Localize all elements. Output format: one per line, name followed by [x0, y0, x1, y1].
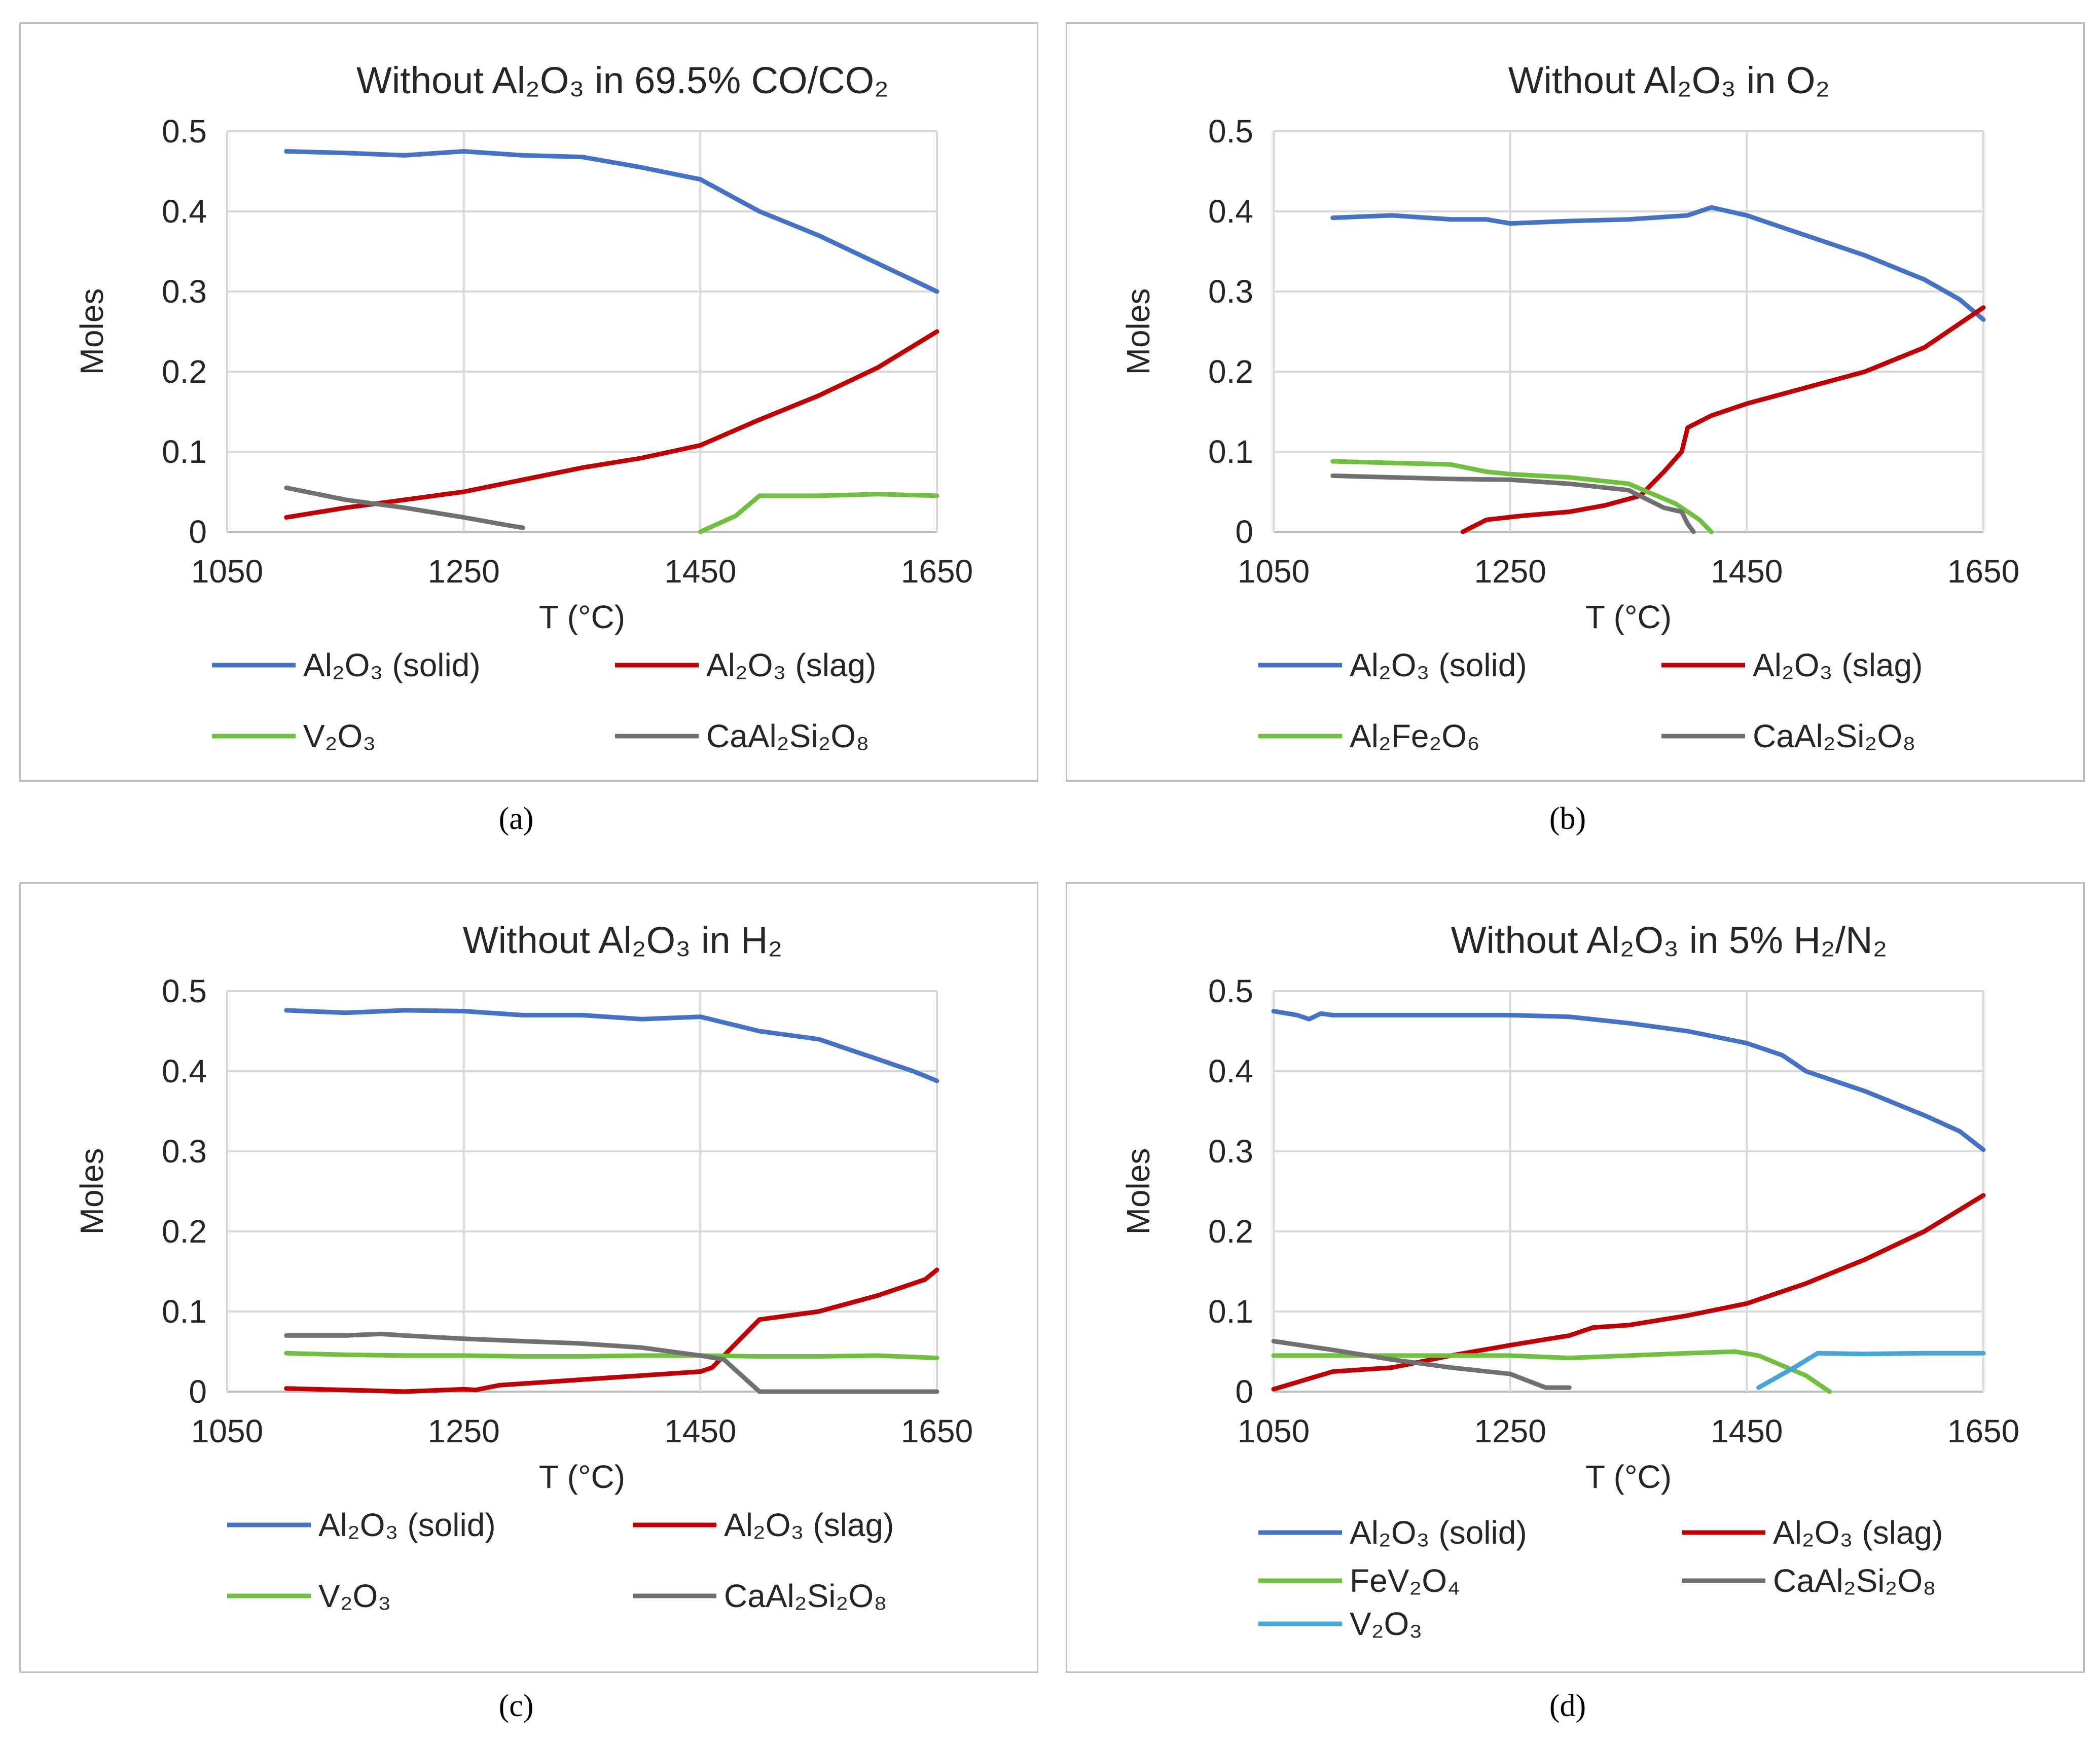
- y-tick-label: 0.1: [1208, 1293, 1253, 1330]
- series-line: [1271, 1339, 1572, 1390]
- x-tick-label: 1650: [1947, 1413, 2019, 1449]
- x-axis-label: T (°C): [1585, 599, 1672, 635]
- series-line: [1271, 1193, 1986, 1392]
- x-tick-label: 1250: [1474, 1413, 1546, 1449]
- y-tick-label: 0: [1235, 514, 1253, 550]
- panel-label-a: (a): [498, 802, 534, 836]
- legend-label: Al₂O₃ (slag): [1773, 1514, 1943, 1551]
- x-tick-label: 1050: [1238, 553, 1310, 590]
- chart-frame: [1066, 22, 2085, 782]
- y-tick-label: 0.2: [1208, 353, 1253, 390]
- series-line: [698, 492, 939, 534]
- series-line: [1271, 1009, 1986, 1152]
- series-line: [284, 1267, 939, 1394]
- legend-label: Al₂O₃ (solid): [1350, 1514, 1527, 1551]
- chart-title: Without Al₂O₃ in H₂: [463, 919, 782, 961]
- chart-frame: [19, 22, 1038, 782]
- y-tick-label: 0.5: [1208, 113, 1253, 150]
- legend-label: CaAl₂Si₂O₈: [1753, 718, 1916, 754]
- legend-label: V₂O₃: [1350, 1606, 1422, 1642]
- legend-label: Al₂Fe₂O₆: [1350, 718, 1480, 754]
- y-axis-label: Moles: [1120, 1148, 1156, 1235]
- series-line: [1330, 459, 1714, 534]
- legend-label: V₂O₃: [303, 718, 376, 754]
- y-axis-label: Moles: [1120, 288, 1156, 375]
- legend-label: Al₂O₃ (slag): [1753, 647, 1923, 683]
- y-tick-label: 0: [189, 1373, 207, 1410]
- y-axis-label: Moles: [74, 1148, 110, 1235]
- x-tick-label: 1650: [901, 1413, 973, 1449]
- series-line: [284, 1331, 939, 1394]
- panel-label-c: (c): [498, 1689, 534, 1723]
- series-line: [284, 329, 939, 520]
- legend-label: FeV₂O₄: [1350, 1562, 1460, 1599]
- y-tick-label: 0.3: [162, 1133, 207, 1170]
- chart-panel-b: Without Al₂O₃ in O₂ 0 0.1 0.2 0.3 0.4 0.5 1050 1…: [1066, 22, 2085, 782]
- series-line: [1330, 205, 1986, 322]
- x-tick-label: 1050: [191, 1413, 263, 1449]
- x-tick-label: 1250: [427, 1413, 499, 1449]
- legend-label: CaAl₂Si₂O₈: [1773, 1562, 1936, 1599]
- series-line: [284, 1351, 939, 1361]
- legend-label: Al₂O₃ (slag): [706, 647, 876, 683]
- chart-panel-c: Without Al₂O₃ in H₂ 0 0.1 0.2 0.3 0.4 0.5 1050 1…: [19, 882, 1038, 1673]
- y-tick-label: 0.5: [162, 973, 207, 1009]
- x-tick-label: 1650: [901, 553, 973, 590]
- series-line: [1460, 305, 1986, 534]
- y-axis-label: Moles: [74, 288, 110, 375]
- x-tick-label: 1450: [664, 1413, 736, 1449]
- chart-panel-a: Without Al₂O₃ in 69.5% CO/CO₂ 0 0.1 0.2 0.3 0…: [19, 22, 1038, 782]
- y-tick-label: 0.2: [162, 353, 207, 390]
- x-tick-label: 1250: [427, 553, 499, 590]
- x-tick-label: 1450: [1711, 553, 1783, 590]
- y-tick-label: 0.3: [162, 273, 207, 310]
- legend-label: CaAl₂Si₂O₈: [724, 1578, 887, 1614]
- x-tick-label: 1050: [1238, 1413, 1310, 1449]
- x-tick-label: 1050: [191, 553, 263, 590]
- series-line: [1756, 1351, 1986, 1390]
- legend-label: CaAl₂Si₂O₈: [706, 718, 870, 754]
- x-axis-label: T (°C): [539, 599, 625, 635]
- chart-title: Without Al₂O₃ in 5% H₂/N₂: [1451, 919, 1888, 961]
- series-line: [284, 1008, 939, 1083]
- legend-label: Al₂O₃ (solid): [1350, 647, 1527, 683]
- y-tick-label: 0.3: [1208, 273, 1253, 310]
- series-line: [284, 149, 939, 294]
- panel-label-b: (b): [1549, 802, 1586, 836]
- x-tick-label: 1450: [664, 553, 736, 590]
- y-tick-label: 0.1: [162, 1293, 207, 1330]
- chart-panel-d: Without Al₂O₃ in 5% H₂/N₂ 0 0.1 0.2 0.3 0.4 0.…: [1066, 882, 2085, 1673]
- series-line: [284, 485, 525, 530]
- y-tick-label: 0.2: [1208, 1213, 1253, 1250]
- y-tick-label: 0.1: [162, 433, 207, 470]
- x-tick-label: 1450: [1711, 1413, 1783, 1449]
- y-tick-label: 0.4: [162, 193, 207, 230]
- x-axis-label: T (°C): [1585, 1459, 1672, 1495]
- legend-label: Al₂O₃ (solid): [318, 1507, 496, 1543]
- y-tick-label: 0.5: [162, 113, 207, 150]
- legend-label: Al₂O₃ (slag): [724, 1507, 894, 1543]
- y-tick-label: 0.1: [1208, 433, 1253, 470]
- x-tick-label: 1650: [1947, 553, 2019, 590]
- y-tick-label: 0: [189, 514, 207, 550]
- y-tick-label: 0.4: [1208, 1053, 1253, 1089]
- chart-frame: [1066, 882, 2085, 1673]
- y-tick-label: 0.4: [162, 1053, 207, 1089]
- y-tick-label: 0.4: [1208, 193, 1253, 230]
- y-tick-label: 0.3: [1208, 1133, 1253, 1170]
- legend-label: Al₂O₃ (solid): [303, 647, 481, 683]
- chart-title: Without Al₂O₃ in 69.5% CO/CO₂: [356, 59, 889, 101]
- panel-label-d: (d): [1549, 1689, 1586, 1723]
- y-tick-label: 0.5: [1208, 973, 1253, 1009]
- y-tick-label: 0: [1235, 1373, 1253, 1410]
- x-tick-label: 1250: [1474, 553, 1546, 590]
- legend-label: V₂O₃: [318, 1578, 391, 1614]
- series-line: [1330, 473, 1696, 534]
- series-line: [1271, 1349, 1832, 1394]
- y-tick-label: 0.2: [162, 1213, 207, 1250]
- x-axis-label: T (°C): [539, 1459, 625, 1495]
- chart-title: Without Al₂O₃ in O₂: [1508, 59, 1830, 101]
